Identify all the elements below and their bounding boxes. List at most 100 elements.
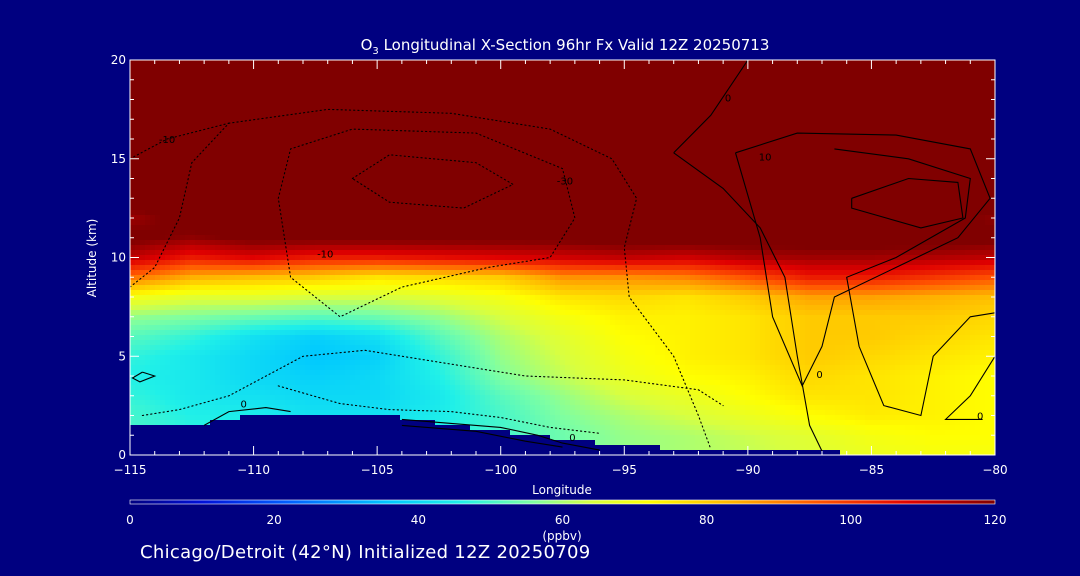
heatmap-cell <box>400 90 406 96</box>
heatmap-cell <box>405 95 411 101</box>
heatmap-cell <box>155 235 161 241</box>
heatmap-cell <box>215 80 221 86</box>
heatmap-cell <box>325 335 331 341</box>
heatmap-cell <box>335 280 341 286</box>
heatmap-cell <box>255 85 261 91</box>
heatmap-cell <box>130 65 136 71</box>
heatmap-cell <box>155 185 161 191</box>
heatmap-cell <box>295 95 301 101</box>
heatmap-cell <box>350 275 356 281</box>
heatmap-cell <box>260 125 266 131</box>
heatmap-cell <box>135 360 141 366</box>
heatmap-cell <box>245 115 251 121</box>
heatmap-cell <box>400 435 406 441</box>
heatmap-cell <box>240 60 246 66</box>
heatmap-cell <box>410 285 416 291</box>
heatmap-cell <box>180 350 186 356</box>
heatmap-cell <box>285 435 291 441</box>
heatmap-cell <box>130 435 136 441</box>
heatmap-cell <box>395 60 401 66</box>
heatmap-cell <box>370 175 376 181</box>
heatmap-cell <box>140 415 146 421</box>
heatmap-cell <box>250 105 256 111</box>
heatmap-cell <box>340 170 346 176</box>
heatmap-cell <box>190 155 196 161</box>
heatmap-cell <box>395 395 401 401</box>
heatmap-cell <box>415 310 421 316</box>
heatmap-cell <box>215 365 221 371</box>
heatmap-cell <box>195 250 201 256</box>
heatmap-cell <box>300 290 306 296</box>
heatmap-cell <box>175 165 181 171</box>
heatmap-cell <box>400 320 406 326</box>
heatmap-cell <box>350 245 356 251</box>
heatmap-cell <box>325 310 331 316</box>
heatmap-cell <box>290 330 296 336</box>
heatmap-cell <box>140 400 146 406</box>
heatmap-cell <box>295 205 301 211</box>
heatmap-cell <box>355 335 361 341</box>
heatmap-cell <box>210 260 216 266</box>
heatmap-cell <box>160 275 166 281</box>
heatmap-cell <box>175 295 181 301</box>
heatmap-cell <box>300 195 306 201</box>
heatmap-cell <box>395 440 401 446</box>
heatmap-cell <box>205 335 211 341</box>
heatmap-cell <box>320 140 326 146</box>
heatmap-cell <box>440 345 446 351</box>
heatmap-cell <box>315 315 321 321</box>
heatmap-cell <box>350 300 356 306</box>
heatmap-cell <box>160 385 166 391</box>
heatmap-cell <box>385 270 391 276</box>
heatmap-cell <box>250 95 256 101</box>
heatmap-cell <box>310 325 316 331</box>
heatmap-cell <box>435 160 441 166</box>
heatmap-cell <box>345 290 351 296</box>
heatmap-cell <box>440 75 446 81</box>
heatmap-cell <box>320 115 326 121</box>
heatmap-cell <box>370 160 376 166</box>
heatmap-cell <box>345 105 351 111</box>
heatmap-cell <box>210 145 216 151</box>
heatmap-cell <box>220 105 226 111</box>
heatmap-cell <box>285 80 291 86</box>
heatmap-cell <box>420 165 426 171</box>
heatmap-cell <box>380 450 386 455</box>
heatmap-cell <box>150 105 156 111</box>
heatmap-cell <box>430 395 436 401</box>
heatmap-cell <box>445 110 451 116</box>
heatmap-cell <box>245 385 251 391</box>
heatmap-cell <box>180 220 186 226</box>
heatmap-cell <box>245 290 251 296</box>
heatmap-cell <box>230 260 236 266</box>
heatmap-cell <box>140 205 146 211</box>
heatmap-cell <box>130 60 136 66</box>
heatmap-cell <box>375 395 381 401</box>
heatmap-cell <box>335 355 341 361</box>
heatmap-cell <box>405 235 411 241</box>
heatmap-cell <box>200 185 206 191</box>
heatmap-cell <box>150 100 156 106</box>
heatmap-cell <box>180 160 186 166</box>
heatmap-cell <box>400 270 406 276</box>
heatmap-cell <box>130 450 136 455</box>
heatmap-cell <box>335 120 341 126</box>
heatmap-cell <box>260 295 266 301</box>
heatmap-cell <box>225 290 231 296</box>
heatmap-cell <box>300 215 306 221</box>
heatmap-cell <box>320 70 326 76</box>
heatmap-cell <box>280 255 286 261</box>
heatmap-cell <box>320 180 326 186</box>
heatmap-cell <box>300 185 306 191</box>
heatmap-cell <box>180 230 186 236</box>
heatmap-cell <box>155 175 161 181</box>
heatmap-cell <box>440 410 446 416</box>
heatmap-cell <box>310 435 316 441</box>
heatmap-cell <box>260 145 266 151</box>
heatmap-cell <box>315 115 321 121</box>
heatmap-cell <box>235 375 241 381</box>
heatmap-cell <box>445 105 451 111</box>
heatmap-cell <box>375 235 381 241</box>
heatmap-cell <box>385 150 391 156</box>
heatmap-cell <box>165 435 171 441</box>
